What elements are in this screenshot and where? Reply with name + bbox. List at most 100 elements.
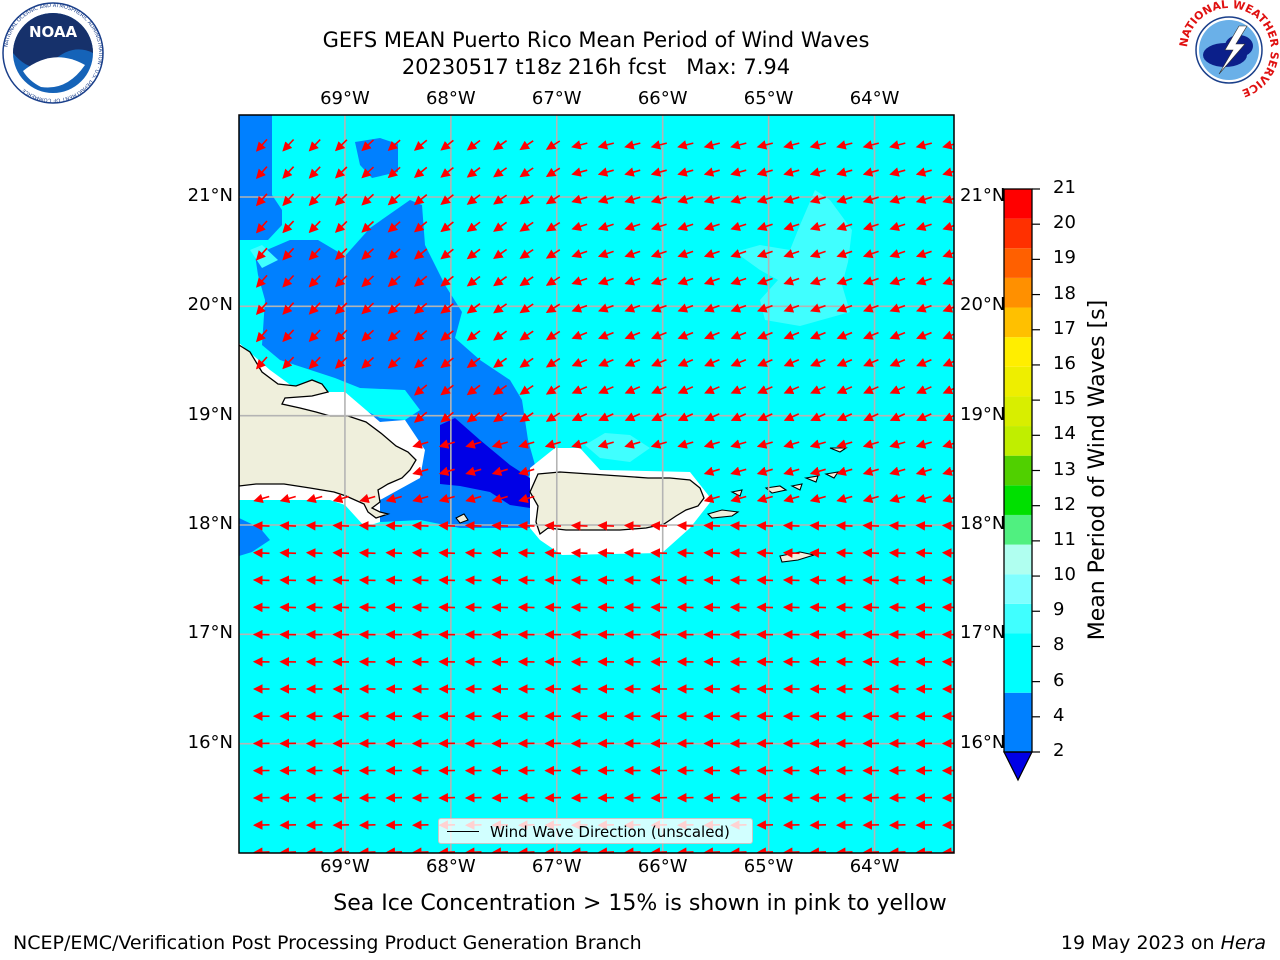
wind-wave-arrow [517, 548, 535, 558]
wind-wave-arrow [334, 248, 348, 261]
wind-wave-arrow [413, 193, 428, 206]
lat-label-left: 17°N [187, 622, 233, 644]
wind-wave-arrow [703, 194, 720, 204]
wind-wave-arrow [466, 194, 481, 205]
colorbar-tick-label: 19 [1053, 247, 1076, 269]
wind-wave-arrows [252, 138, 954, 853]
island-vieques [706, 509, 740, 519]
lon-label-top: 67°W [531, 88, 582, 109]
wind-wave-arrow [651, 357, 667, 367]
wind-wave-arrow [361, 248, 375, 260]
wind-wave-arrow [308, 139, 321, 152]
wind-wave-arrow [942, 330, 954, 340]
lon-label-top: 65°W [743, 88, 794, 109]
wind-wave-arrow [413, 166, 428, 179]
wind-wave-arrow [862, 493, 879, 504]
wind-wave-arrow [677, 167, 694, 177]
wind-wave-arrow [571, 167, 588, 177]
noaa-logo-text: NOAA [29, 23, 78, 41]
wind-wave-arrow [941, 548, 954, 558]
wind-wave-arrow [624, 276, 641, 286]
wind-wave-arrow [783, 466, 800, 476]
wind-wave-arrow [651, 412, 667, 422]
wind-wave-arrow [942, 167, 954, 177]
wind-wave-arrow [519, 140, 534, 151]
colorbar-tick-label: 12 [1053, 493, 1076, 515]
wind-wave-arrow [783, 330, 800, 340]
wind-wave-arrow [387, 248, 401, 260]
wind-wave-arrow [361, 329, 375, 342]
wind-wave-arrow [730, 466, 747, 476]
wind-wave-arrow [915, 221, 932, 232]
wind-wave-arrow [332, 548, 350, 558]
wind-wave-arrow [730, 493, 747, 504]
wind-wave-arrow [308, 329, 321, 342]
lon-label-top: 66°W [637, 88, 688, 109]
wind-wave-arrow [836, 140, 853, 150]
wind-wave-arrow [597, 276, 614, 286]
wind-wave-arrow [836, 439, 853, 449]
wind-wave-arrow [942, 249, 954, 259]
wind-wave-arrow [677, 385, 694, 395]
wind-wave-arrow [518, 466, 535, 476]
wind-wave-arrow [255, 356, 268, 370]
wind-wave-arrow [809, 249, 826, 259]
wind-wave-arrow [730, 439, 747, 449]
lon-label-top: 64°W [849, 88, 900, 109]
wind-wave-arrow [308, 356, 321, 370]
wind-wave-arrow [413, 411, 428, 423]
colorbar-tick-label: 4 [1053, 704, 1065, 726]
wind-wave-arrow [677, 303, 694, 313]
lon-label-bottom: 68°W [425, 856, 476, 877]
colorbar-bin [1004, 337, 1032, 367]
wind-wave-arrow [255, 302, 268, 315]
wind-wave-arrow [597, 439, 614, 449]
wind-wave-arrow [836, 466, 853, 476]
wind-wave-arrow [677, 221, 694, 232]
wind-wave-arrow [677, 140, 694, 150]
wind-wave-arrow [440, 275, 454, 287]
wind-wave-arrow [915, 167, 932, 177]
wind-wave-arrow [730, 357, 747, 367]
wind-wave-arrow [783, 493, 800, 504]
wind-wave-arrow [836, 303, 853, 313]
wind-wave-arrow [624, 412, 641, 422]
wind-wave-arrow [440, 384, 454, 396]
wind-wave-arrow [466, 411, 481, 423]
colorbar-tick-label: 18 [1053, 282, 1076, 304]
wind-wave-arrow [809, 439, 826, 449]
wind-wave-arrow [916, 330, 932, 340]
wind-wave-arrow [466, 330, 481, 341]
colorbar-tick-label: 16 [1053, 352, 1076, 374]
wind-wave-arrow [413, 384, 428, 396]
wind-wave-arrow [519, 276, 534, 287]
wind-wave-arrow [308, 166, 321, 179]
wind-wave-arrow [757, 303, 773, 313]
wind-wave-arrow [571, 249, 588, 259]
wind-wave-arrow [651, 385, 667, 395]
lat-label-left: 21°N [187, 185, 233, 206]
wind-wave-arrow [676, 548, 694, 558]
island-st-john [790, 483, 803, 491]
colorbar-tick-label: 9 [1053, 599, 1065, 621]
wind-wave-arrow [623, 521, 641, 531]
wind-wave-arrow [332, 493, 349, 504]
lat-label-right: 21°N [960, 185, 1006, 206]
wind-wave-arrow [783, 194, 800, 204]
wind-wave-arrow [756, 249, 773, 259]
lat-label-right: 19°N [960, 403, 1006, 425]
wind-wave-arrow [334, 193, 348, 206]
wind-wave-arrow [783, 140, 800, 150]
wind-wave-arrow [412, 466, 429, 476]
wind-wave-arrow [915, 466, 932, 476]
wind-wave-arrow [440, 139, 454, 151]
wind-wave-arrow [412, 439, 429, 449]
wind-wave-arrow [730, 303, 747, 313]
wind-wave-arrow [598, 330, 614, 340]
wind-wave-arrow [279, 493, 296, 504]
land-hispaniola [239, 344, 417, 519]
wind-wave-arrow [334, 139, 348, 152]
colorbar-bin [1004, 218, 1032, 249]
wind-wave-arrow [703, 466, 720, 476]
